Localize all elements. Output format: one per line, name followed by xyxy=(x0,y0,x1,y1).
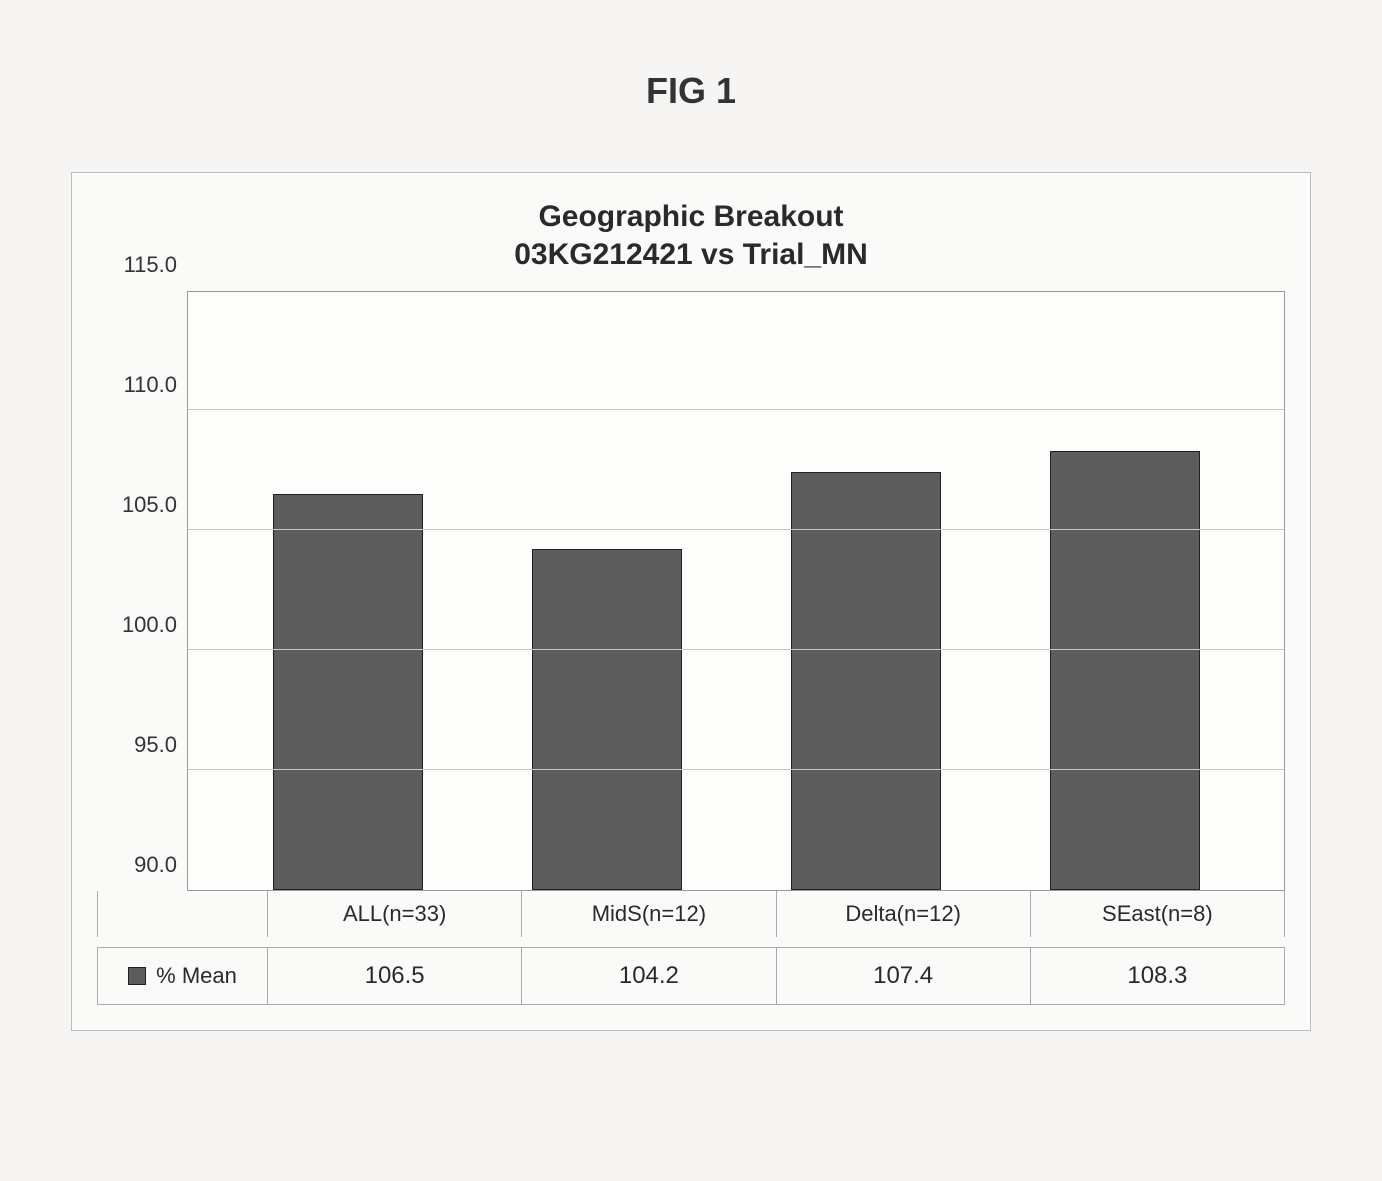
category-row: ALL(n=33)MidS(n=12)Delta(n=12)SEast(n=8) xyxy=(97,891,1285,937)
bar-column xyxy=(477,292,736,890)
bar xyxy=(791,472,941,890)
value-cells: 106.5104.2107.4108.3 xyxy=(268,948,1284,1004)
y-tick-label: 90.0 xyxy=(134,852,177,878)
bar-column xyxy=(218,292,477,890)
y-tick-label: 110.0 xyxy=(124,372,177,398)
bar xyxy=(273,494,423,890)
gridline xyxy=(188,649,1284,650)
chart-container: Geographic Breakout 03KG212421 vs Trial_… xyxy=(71,172,1311,1031)
data-value: 104.2 xyxy=(522,948,776,1004)
y-tick-label: 95.0 xyxy=(134,732,177,758)
bar xyxy=(532,549,682,890)
gridline xyxy=(188,769,1284,770)
bar-column xyxy=(995,292,1254,890)
y-tick-label: 115.0 xyxy=(124,252,177,278)
chart-title-line1: Geographic Breakout xyxy=(97,198,1285,236)
gridline xyxy=(188,409,1284,410)
legend-swatch-icon xyxy=(128,967,146,985)
category-label: MidS(n=12) xyxy=(522,891,776,937)
data-value: 106.5 xyxy=(268,948,522,1004)
data-value: 107.4 xyxy=(777,948,1031,1004)
bars-group xyxy=(188,292,1284,890)
gridline xyxy=(188,529,1284,530)
legend-row-header: % Mean xyxy=(98,948,268,1004)
category-label: ALL(n=33) xyxy=(268,891,522,937)
data-value: 108.3 xyxy=(1031,948,1284,1004)
y-axis: 90.095.0100.0105.0110.0115.0 xyxy=(97,291,187,891)
plot-area xyxy=(187,291,1285,891)
category-row-spacer xyxy=(98,891,268,937)
bar xyxy=(1050,451,1200,890)
category-cells: ALL(n=33)MidS(n=12)Delta(n=12)SEast(n=8) xyxy=(268,891,1284,937)
category-label: SEast(n=8) xyxy=(1031,891,1284,937)
y-tick-label: 105.0 xyxy=(122,492,177,518)
bar-column xyxy=(736,292,995,890)
chart-title: Geographic Breakout 03KG212421 vs Trial_… xyxy=(97,198,1285,273)
plot-wrap: 90.095.0100.0105.0110.0115.0 xyxy=(97,291,1285,891)
figure-label: FIG 1 xyxy=(60,70,1322,112)
chart-title-line2: 03KG212421 vs Trial_MN xyxy=(97,236,1285,274)
data-table: % Mean 106.5104.2107.4108.3 xyxy=(97,947,1285,1005)
legend-series-label: % Mean xyxy=(156,963,237,989)
category-label: Delta(n=12) xyxy=(777,891,1031,937)
y-tick-label: 100.0 xyxy=(122,612,177,638)
